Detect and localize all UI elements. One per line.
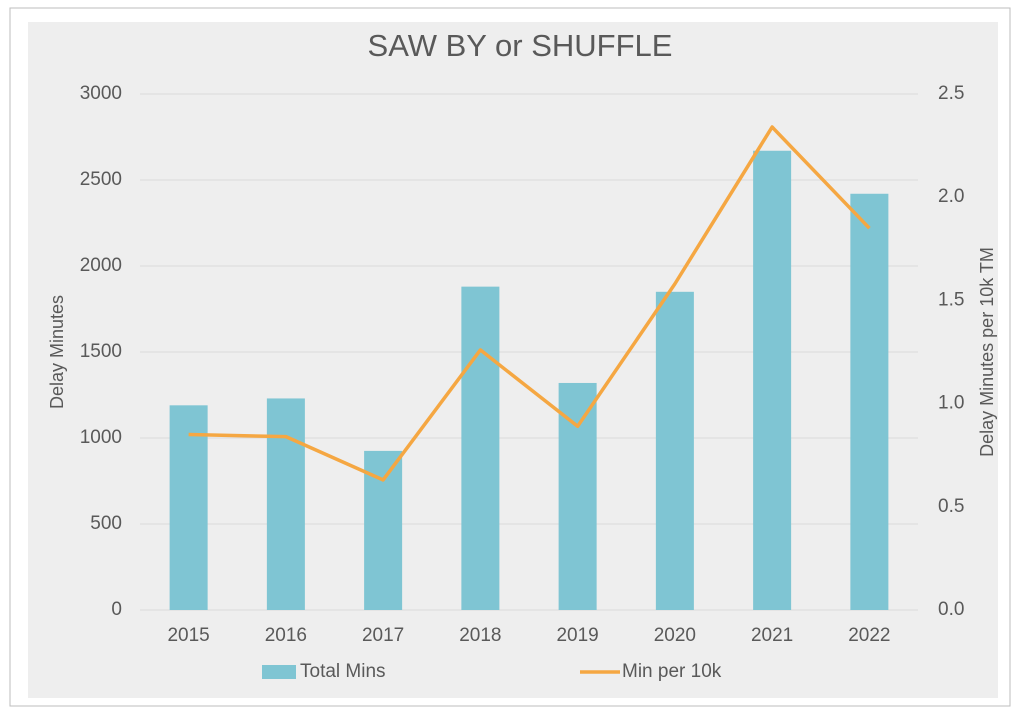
y2-tick-label: 0.0 — [938, 599, 964, 620]
x-tick-label: 2017 — [362, 625, 404, 646]
x-tick-label: 2020 — [654, 625, 696, 646]
legend-label: Total Mins — [300, 661, 386, 682]
x-tick-label: 2021 — [751, 625, 793, 646]
y2-tick-label: 1.0 — [938, 393, 964, 414]
y2-tick-label: 0.5 — [938, 496, 964, 517]
y2-axis-title: Delay Minutes per 10k TM — [977, 247, 997, 457]
line — [188, 125, 871, 482]
x-tick-label: 2018 — [459, 625, 501, 646]
y2-tick-label: 2.0 — [938, 186, 964, 207]
bar — [169, 405, 208, 610]
x-tick-label: 2022 — [848, 625, 890, 646]
bar — [461, 286, 500, 610]
y-tick-label: 2500 — [80, 169, 122, 190]
x-tick-label: 2015 — [167, 625, 209, 646]
legend-label: Min per 10k — [622, 661, 722, 682]
bar — [655, 291, 694, 610]
x-tick-label: 2019 — [556, 625, 598, 646]
bar — [850, 193, 889, 610]
y-tick-label: 500 — [90, 513, 122, 534]
y-tick-label: 0 — [111, 599, 122, 620]
y-axis-title: Delay Minutes — [47, 295, 67, 409]
x-tick-label: 2016 — [265, 625, 307, 646]
chart-title: SAW BY or SHUFFLE — [368, 28, 673, 63]
y2-tick-label: 1.5 — [938, 289, 964, 310]
y2-tick-label: 2.5 — [938, 83, 964, 104]
legend-swatch — [262, 665, 296, 679]
bar — [266, 398, 305, 610]
y-tick-label: 3000 — [80, 83, 122, 104]
y-tick-label: 1000 — [80, 427, 122, 448]
bar — [753, 150, 792, 610]
bar — [558, 382, 597, 610]
y-tick-label: 2000 — [80, 255, 122, 276]
y-tick-label: 1500 — [80, 341, 122, 362]
